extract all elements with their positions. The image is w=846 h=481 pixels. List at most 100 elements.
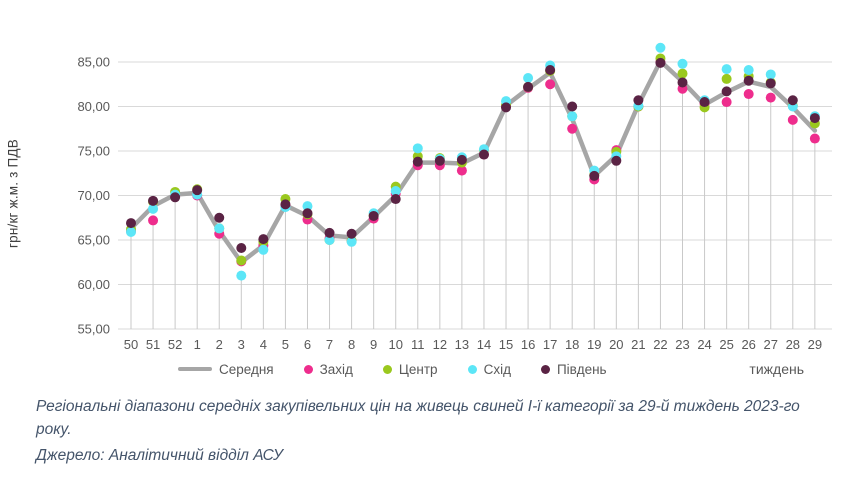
legend-item-zahid: Захід — [303, 361, 353, 377]
x-tick-label: 14 — [477, 337, 491, 352]
data-point-Схід — [214, 223, 225, 234]
data-point-Південь — [501, 102, 512, 113]
data-point-Південь — [523, 81, 534, 92]
data-point-Південь — [611, 155, 622, 166]
data-point-Південь — [368, 210, 379, 221]
x-tick-label: 27 — [764, 337, 778, 352]
data-point-Південь — [192, 185, 203, 196]
data-point-Схід — [412, 143, 423, 154]
x-tick-label: 3 — [238, 337, 245, 352]
data-point-Захід — [456, 165, 467, 176]
legend-item-skhid: Схід — [467, 362, 511, 377]
data-point-Південь — [412, 156, 423, 167]
y-tick-label: 55,00 — [77, 322, 110, 337]
data-point-Схід — [765, 69, 776, 80]
data-point-Південь — [633, 95, 644, 106]
y-tick-label: 60,00 — [77, 277, 110, 292]
legend-label-pivden: Південь — [556, 361, 607, 377]
price-chart: грн/кг ж.м. з ПДВ 85,00 80,00 75,00 70,00 65… — [0, 42, 846, 379]
data-point-Південь — [655, 57, 666, 68]
data-point-Південь — [126, 218, 136, 229]
x-tick-label: 29 — [808, 337, 822, 352]
x-tick-label: 18 — [565, 337, 579, 352]
data-point-Захід — [787, 114, 798, 125]
data-point-Схід — [655, 42, 666, 53]
data-point-Схід — [743, 65, 754, 76]
x-tick-label: 26 — [741, 337, 755, 352]
data-point-Південь — [236, 243, 247, 254]
data-point-Південь — [787, 95, 798, 106]
data-point-Південь — [743, 75, 754, 86]
data-point-Схід — [236, 270, 247, 281]
x-tick-label: 5 — [282, 337, 289, 352]
zahid-dot-swatch — [303, 364, 313, 374]
x-tick-label: 51 — [146, 337, 160, 352]
serednia-line-swatch — [178, 367, 212, 371]
data-point-Південь — [765, 78, 776, 89]
x-tick-label: 7 — [326, 337, 333, 352]
data-point-Захід — [148, 215, 159, 226]
data-point-Схід — [390, 186, 401, 197]
data-point-Схід — [258, 244, 269, 255]
x-tick-label: 16 — [521, 337, 535, 352]
data-point-Південь — [589, 170, 600, 181]
data-point-Схід — [346, 236, 357, 247]
legend-label-zahid: Захід — [319, 361, 353, 377]
data-point-Південь — [148, 195, 159, 206]
legend-item-pivden: Південь — [540, 361, 607, 377]
skhid-dot-swatch — [467, 364, 477, 374]
data-point-Центр — [677, 68, 688, 79]
data-point-Південь — [434, 155, 445, 166]
y-tick-label: 75,00 — [77, 144, 110, 159]
data-point-Південь — [567, 101, 578, 112]
data-point-Південь — [699, 97, 710, 108]
legend-label-serednia: Середня — [219, 361, 274, 377]
y-axis-title: грн/кг ж.м. з ПДВ — [5, 139, 21, 248]
data-point-Схід — [126, 226, 136, 237]
x-tick-label: 21 — [631, 337, 645, 352]
x-tick-label: 10 — [388, 337, 402, 352]
pivden-dot-swatch — [540, 364, 550, 374]
data-point-Південь — [478, 149, 489, 160]
x-tick-label: 20 — [609, 337, 623, 352]
data-point-Захід — [721, 97, 732, 108]
data-point-Південь — [280, 199, 291, 210]
x-tick-label: 23 — [675, 337, 689, 352]
data-point-Схід — [721, 64, 732, 75]
caption-description: Регіональні діапазони середніх закупівел… — [36, 398, 800, 439]
data-point-Південь — [324, 227, 335, 238]
data-point-Схід — [324, 235, 335, 245]
data-point-Схід — [302, 201, 313, 212]
data-point-Схід — [677, 58, 688, 69]
data-point-Південь — [302, 208, 313, 219]
figure-caption: Регіональні діапазони середніх закупівел… — [36, 395, 810, 467]
legend-item-serednia: Середня — [178, 362, 274, 377]
caption-source: Джерело: Аналітичний відділ АСУ — [36, 446, 283, 464]
y-tick-label: 80,00 — [77, 99, 110, 114]
data-point-Схід — [148, 203, 159, 214]
data-point-Центр — [236, 255, 247, 266]
data-point-Південь — [390, 194, 401, 205]
x-tick-label: 24 — [697, 337, 711, 352]
data-point-Південь — [170, 192, 181, 203]
x-tick-label: 25 — [719, 337, 733, 352]
data-point-Захід — [809, 133, 820, 144]
x-tick-label: 52 — [168, 337, 182, 352]
x-tick-label: 6 — [304, 337, 311, 352]
chart-legend: Середня Захід Центр Схід Південь тиждень — [0, 359, 846, 379]
x-tick-label: 50 — [124, 337, 138, 352]
x-tick-label: 9 — [370, 337, 377, 352]
tsentr-dot-swatch — [382, 364, 392, 374]
x-tick-label: 1 — [194, 337, 201, 352]
data-point-Захід — [765, 92, 776, 103]
x-axis-title: тиждень — [749, 361, 804, 377]
y-tick-label: 70,00 — [77, 188, 110, 203]
data-point-Схід — [523, 73, 534, 84]
data-point-Захід — [743, 89, 754, 100]
data-point-Південь — [346, 228, 357, 239]
x-tick-label: 4 — [260, 337, 267, 352]
legend-item-tsentr: Центр — [382, 362, 438, 377]
data-point-Південь — [258, 234, 269, 245]
